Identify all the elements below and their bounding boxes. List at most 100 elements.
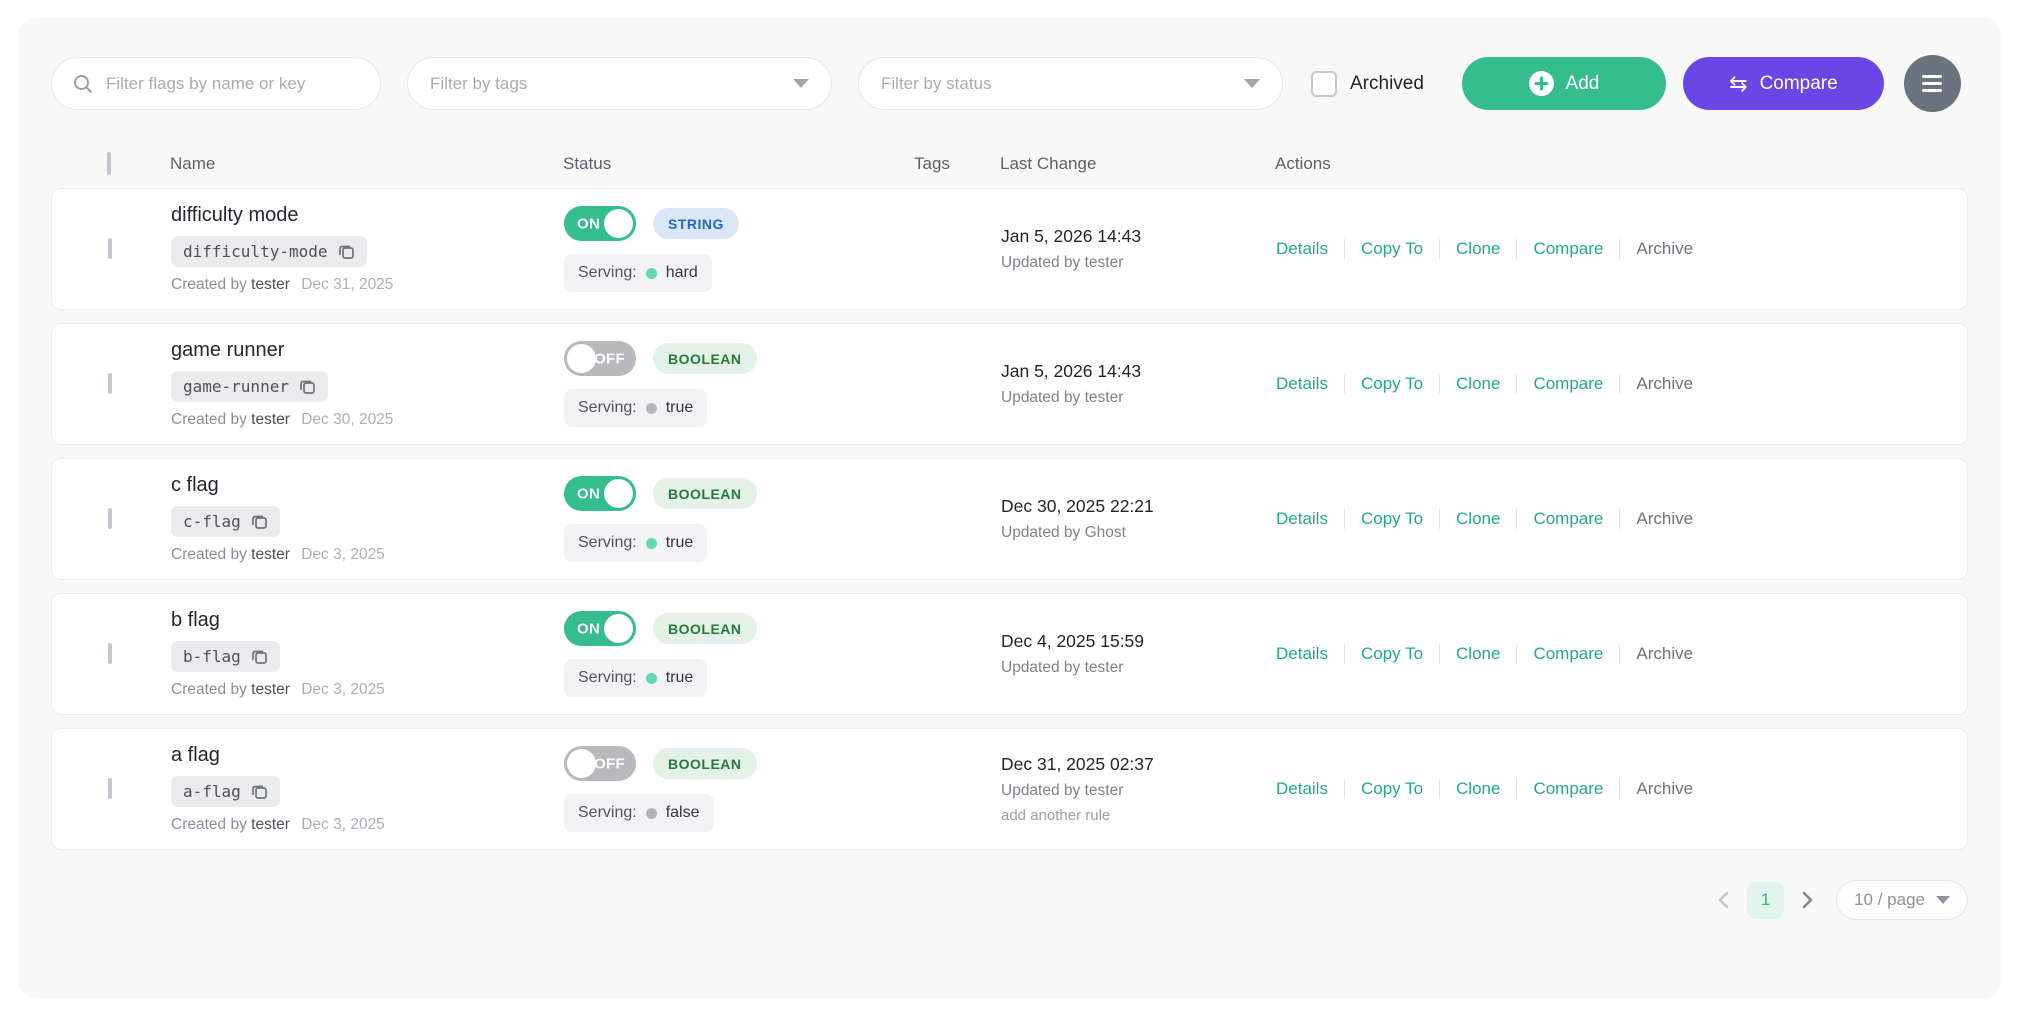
row-checkbox[interactable] — [108, 778, 112, 799]
clone-link[interactable]: Clone — [1456, 239, 1501, 258]
row-checkbox[interactable] — [108, 508, 112, 529]
last-change-date: Dec 31, 2025 02:37 — [1001, 754, 1154, 774]
page-size-select[interactable]: 10 / page — [1836, 880, 1968, 920]
copy-to-link[interactable]: Copy To — [1360, 779, 1424, 798]
clone-link[interactable]: Clone — [1456, 509, 1501, 528]
flag-type-badge: BOOLEAN — [653, 748, 757, 779]
plus-circle-icon — [1528, 71, 1554, 96]
archive-link[interactable]: Archive — [1636, 644, 1694, 663]
toggle-knob — [604, 614, 633, 643]
search-box[interactable] — [51, 57, 381, 110]
archive-link[interactable]: Archive — [1636, 509, 1694, 528]
table-header: Name Status Tags Last Change Actions — [51, 140, 1968, 188]
copy-to-link[interactable]: Copy To — [1360, 644, 1424, 663]
prev-page-button[interactable] — [1712, 886, 1736, 914]
flag-key-badge: a-flag — [171, 776, 280, 807]
copy-to-link[interactable]: Copy To — [1360, 509, 1424, 528]
details-link[interactable]: Details — [1276, 374, 1328, 393]
details-link[interactable]: Details — [1276, 509, 1328, 528]
flag-row[interactable]: a flag a-flag Created by tester Dec 3, 2… — [51, 728, 1968, 850]
created-date: Dec 3, 2025 — [301, 816, 385, 833]
row-checkbox[interactable] — [108, 238, 112, 259]
archive-link[interactable]: Archive — [1636, 239, 1694, 258]
flag-toggle[interactable]: OFF — [564, 746, 636, 781]
column-header-name: Name — [170, 154, 216, 173]
serving-value: hard — [665, 264, 698, 281]
column-header-status: Status — [563, 154, 612, 173]
serving-value: false — [665, 804, 700, 821]
compare-button-label: Compare — [1759, 72, 1838, 94]
flag-toggle[interactable]: ON — [564, 611, 636, 646]
compare-arrows-icon: ⇆ — [1729, 70, 1748, 96]
flag-row[interactable]: c flag c-flag Created by tester Dec 3, 2… — [51, 458, 1968, 580]
tags-filter-select[interactable]: Filter by tags — [407, 57, 832, 110]
copy-to-link[interactable]: Copy To — [1360, 239, 1424, 258]
flag-row[interactable]: difficulty mode difficulty-mode Created … — [51, 188, 1968, 310]
flag-row[interactable]: game runner game-runner Created by teste… — [51, 323, 1968, 445]
flag-key: game-runner — [183, 377, 289, 396]
clone-link[interactable]: Clone — [1456, 374, 1501, 393]
flag-key-badge: difficulty-mode — [171, 236, 367, 267]
search-input[interactable] — [106, 73, 364, 94]
compare-link[interactable]: Compare — [1533, 239, 1604, 258]
copy-key-button[interactable] — [338, 243, 355, 260]
add-flag-button[interactable]: Add — [1461, 57, 1666, 110]
status-filter-select[interactable]: Filter by status — [858, 57, 1283, 110]
copy-key-button[interactable] — [299, 378, 316, 395]
updated-by: Updated by tester — [1001, 782, 1124, 799]
row-checkbox[interactable] — [108, 373, 112, 394]
updated-by: Updated by tester — [1001, 254, 1124, 271]
last-change-date: Jan 5, 2026 14:43 — [1001, 226, 1142, 246]
compare-link[interactable]: Compare — [1533, 644, 1604, 663]
serving-value: true — [665, 534, 694, 551]
chevron-down-icon — [1244, 79, 1260, 88]
copy-key-button[interactable] — [251, 513, 268, 530]
toggle-state-label: ON — [577, 620, 601, 637]
serving-label: Serving: — [578, 669, 637, 686]
chevron-left-icon — [1718, 891, 1729, 909]
archived-filter[interactable]: Archived — [1311, 70, 1424, 97]
page-number[interactable]: 1 — [1747, 881, 1785, 919]
extra-note: add another rule — [1001, 807, 1111, 824]
details-link[interactable]: Details — [1276, 644, 1328, 663]
compare-link[interactable]: Compare — [1533, 374, 1604, 393]
serving-label: Serving: — [578, 534, 637, 551]
flag-row[interactable]: b flag b-flag Created by tester Dec 3, 2… — [51, 593, 1968, 715]
flag-toggle[interactable]: OFF — [564, 341, 636, 376]
clone-link[interactable]: Clone — [1456, 779, 1501, 798]
archive-link[interactable]: Archive — [1636, 374, 1694, 393]
flag-name: game runner — [171, 339, 285, 361]
details-link[interactable]: Details — [1276, 239, 1328, 258]
copy-to-link[interactable]: Copy To — [1360, 374, 1424, 393]
copy-key-button[interactable] — [251, 648, 268, 665]
serving-box: Serving: false — [564, 794, 714, 832]
serving-label: Serving: — [578, 399, 637, 416]
compare-button[interactable]: ⇆ Compare — [1682, 57, 1884, 110]
row-checkbox[interactable] — [108, 643, 112, 664]
clone-link[interactable]: Clone — [1456, 644, 1501, 663]
select-all-checkbox[interactable] — [107, 152, 111, 175]
serving-dot — [645, 672, 657, 684]
serving-box: Serving: hard — [564, 254, 712, 292]
serving-dot — [645, 537, 657, 549]
archived-checkbox[interactable] — [1311, 70, 1337, 97]
details-link[interactable]: Details — [1276, 779, 1328, 798]
flag-key-badge: b-flag — [171, 641, 280, 672]
copy-key-button[interactable] — [251, 783, 268, 800]
compare-link[interactable]: Compare — [1533, 779, 1604, 798]
flag-toggle[interactable]: ON — [564, 206, 636, 241]
filter-bar: Filter by tags Filter by status Archived… — [51, 55, 1968, 112]
flag-type-badge: BOOLEAN — [653, 343, 757, 374]
compare-link[interactable]: Compare — [1533, 509, 1604, 528]
copy-icon — [338, 245, 354, 259]
updated-by: Updated by Ghost — [1001, 524, 1126, 541]
flag-key: a-flag — [183, 782, 241, 801]
serving-box: Serving: true — [564, 389, 708, 427]
flag-toggle[interactable]: ON — [564, 476, 636, 511]
serving-box: Serving: true — [564, 659, 708, 697]
next-page-button[interactable] — [1795, 886, 1819, 914]
overflow-menu-button[interactable] — [1903, 55, 1961, 112]
archive-link[interactable]: Archive — [1636, 779, 1694, 798]
flags-panel: Filter by tags Filter by status Archived… — [18, 18, 2001, 998]
chevron-down-icon — [793, 79, 809, 88]
